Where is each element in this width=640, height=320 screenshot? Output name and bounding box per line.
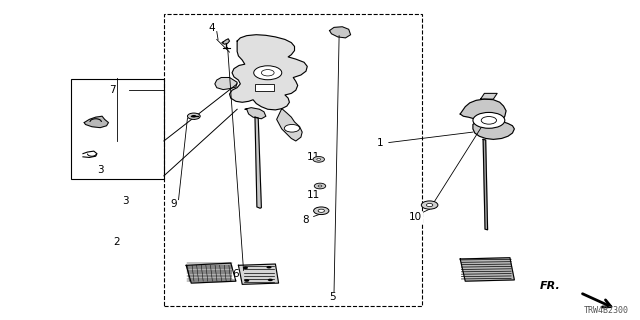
Polygon shape bbox=[255, 117, 261, 208]
Text: 11: 11 bbox=[307, 190, 320, 200]
Polygon shape bbox=[276, 108, 302, 141]
Polygon shape bbox=[222, 39, 230, 44]
Bar bbox=[255, 84, 274, 91]
Text: 3: 3 bbox=[122, 196, 129, 206]
Bar bbox=[164, 14, 422, 306]
Polygon shape bbox=[460, 99, 515, 140]
Circle shape bbox=[266, 266, 271, 268]
Circle shape bbox=[284, 124, 300, 132]
Text: FR.: FR. bbox=[540, 281, 561, 291]
Circle shape bbox=[253, 66, 282, 80]
Circle shape bbox=[268, 279, 273, 281]
Circle shape bbox=[243, 267, 248, 269]
Text: 2: 2 bbox=[113, 237, 120, 247]
Text: 8: 8 bbox=[303, 215, 309, 225]
Circle shape bbox=[421, 201, 438, 209]
Text: 1: 1 bbox=[377, 138, 384, 148]
Text: 4: 4 bbox=[209, 23, 215, 33]
Circle shape bbox=[473, 112, 505, 128]
Circle shape bbox=[314, 207, 329, 215]
Circle shape bbox=[244, 279, 249, 282]
Text: 7: 7 bbox=[109, 85, 116, 95]
Polygon shape bbox=[481, 93, 497, 99]
Circle shape bbox=[314, 183, 326, 189]
Circle shape bbox=[191, 115, 196, 117]
Text: 11: 11 bbox=[307, 152, 320, 162]
Bar bbox=[72, 79, 164, 179]
Text: 10: 10 bbox=[409, 212, 422, 222]
Polygon shape bbox=[483, 140, 488, 230]
Circle shape bbox=[188, 113, 200, 119]
Text: TRW4B2300: TRW4B2300 bbox=[584, 306, 629, 315]
Circle shape bbox=[318, 185, 322, 187]
Circle shape bbox=[318, 209, 324, 212]
Circle shape bbox=[313, 156, 324, 162]
Polygon shape bbox=[186, 263, 236, 283]
Polygon shape bbox=[239, 264, 278, 284]
Text: 9: 9 bbox=[170, 199, 177, 209]
Text: 5: 5 bbox=[330, 292, 336, 302]
Polygon shape bbox=[460, 258, 515, 281]
Text: 3: 3 bbox=[97, 164, 104, 174]
Text: 6: 6 bbox=[232, 268, 239, 279]
Polygon shape bbox=[245, 108, 266, 119]
Polygon shape bbox=[215, 77, 237, 90]
Polygon shape bbox=[230, 35, 307, 110]
Polygon shape bbox=[330, 27, 351, 38]
Circle shape bbox=[426, 204, 433, 207]
Polygon shape bbox=[84, 116, 108, 128]
Circle shape bbox=[317, 158, 321, 160]
